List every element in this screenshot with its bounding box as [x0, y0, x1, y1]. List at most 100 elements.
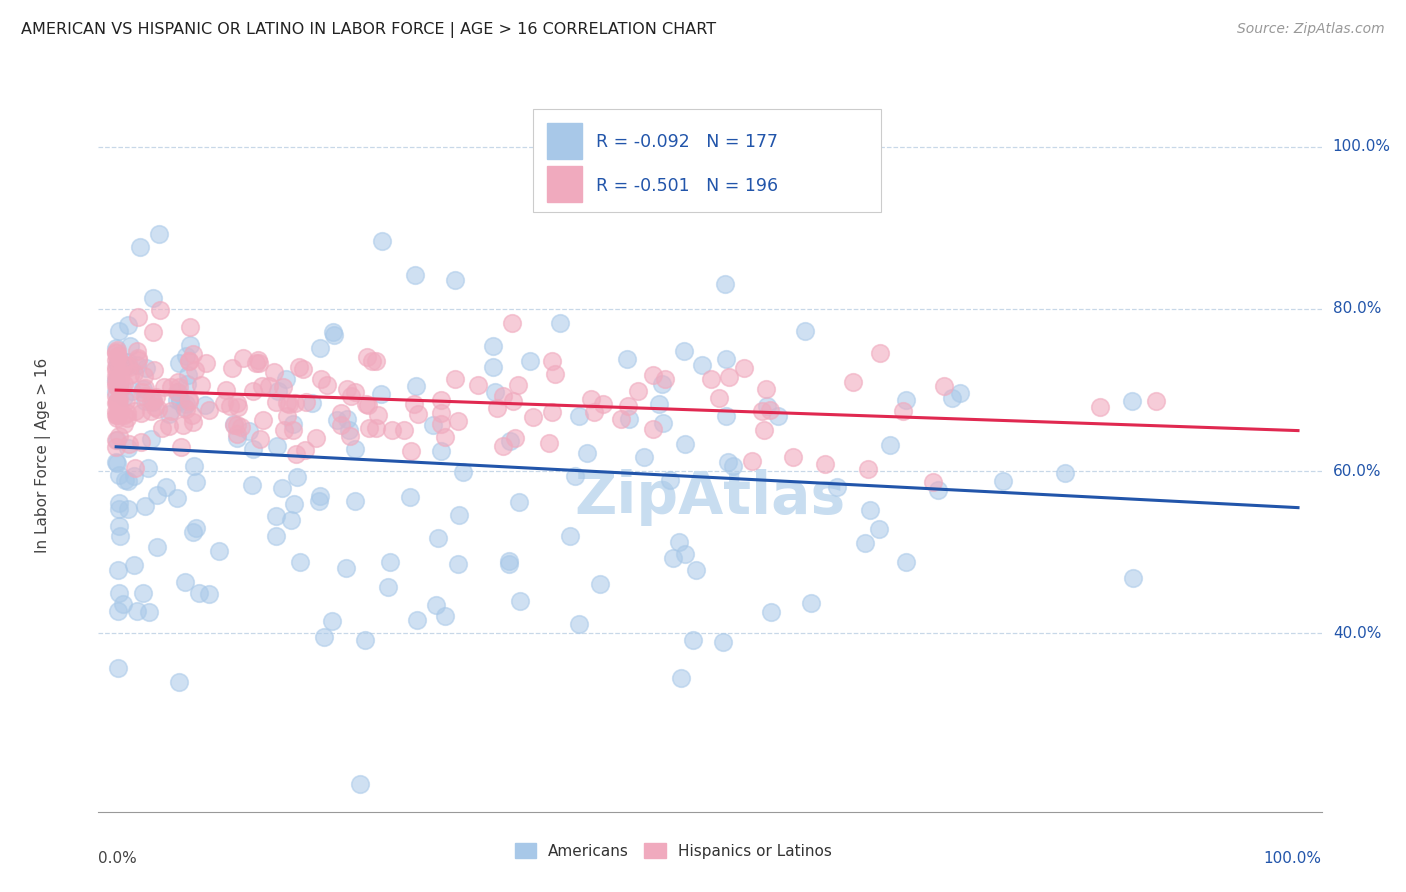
Point — [250, 379, 273, 393]
Point — [117, 474, 139, 488]
Point — [294, 395, 316, 409]
Point — [107, 378, 129, 392]
Point — [107, 563, 129, 577]
Point — [367, 408, 389, 422]
Point — [105, 363, 128, 377]
Point — [425, 598, 447, 612]
Point — [115, 358, 138, 372]
Point — [249, 432, 271, 446]
Point — [177, 368, 200, 383]
Point — [339, 429, 361, 443]
Point — [308, 489, 330, 503]
Point — [107, 349, 129, 363]
Point — [356, 350, 378, 364]
Point — [186, 521, 208, 535]
Point — [105, 404, 128, 418]
Point — [932, 379, 955, 393]
Point — [169, 393, 191, 408]
Point — [669, 671, 692, 685]
Point — [226, 418, 249, 433]
Point — [568, 616, 591, 631]
Point — [115, 359, 138, 374]
Point — [366, 421, 388, 435]
Point — [105, 345, 128, 359]
Point — [336, 382, 359, 396]
Point — [186, 475, 208, 490]
Point — [257, 378, 280, 392]
Point — [922, 475, 945, 489]
Point — [673, 437, 696, 451]
Point — [105, 368, 128, 383]
Point — [105, 360, 128, 375]
Point — [700, 372, 723, 386]
FancyBboxPatch shape — [547, 123, 582, 159]
Point — [132, 586, 155, 600]
Point — [422, 418, 444, 433]
Point — [112, 390, 135, 404]
Point — [503, 431, 526, 445]
Text: 60.0%: 60.0% — [1333, 464, 1381, 479]
Point — [105, 433, 128, 447]
Point — [118, 437, 141, 451]
Point — [301, 396, 323, 410]
Point — [592, 397, 614, 411]
Point — [247, 353, 270, 368]
Point — [179, 394, 201, 409]
Point — [305, 431, 328, 445]
Point — [370, 234, 392, 248]
Point — [447, 414, 470, 428]
Point — [344, 494, 367, 508]
Point — [430, 406, 453, 420]
Point — [484, 385, 506, 400]
Text: 40.0%: 40.0% — [1333, 626, 1381, 640]
Point — [108, 371, 131, 385]
Point — [105, 377, 128, 392]
Point — [107, 468, 129, 483]
Point — [134, 393, 156, 408]
Point — [105, 408, 128, 422]
Point — [467, 377, 489, 392]
Point — [108, 379, 131, 393]
Point — [229, 419, 252, 434]
Point — [105, 433, 128, 447]
Point — [118, 359, 141, 374]
Point — [125, 358, 148, 372]
Point — [122, 367, 145, 381]
Point — [107, 604, 129, 618]
Point — [309, 372, 332, 386]
Point — [356, 397, 378, 411]
Point — [567, 409, 589, 423]
Point — [152, 421, 174, 435]
Text: ZipAtlas: ZipAtlas — [575, 469, 845, 526]
Point — [668, 534, 690, 549]
Point — [153, 380, 176, 394]
Point — [430, 444, 453, 458]
Point — [361, 354, 384, 368]
Point — [264, 394, 287, 409]
Point — [492, 439, 515, 453]
Point — [402, 397, 425, 411]
FancyBboxPatch shape — [533, 109, 882, 212]
Point — [408, 407, 430, 421]
Point — [105, 455, 128, 469]
Point — [492, 389, 515, 403]
Point — [859, 503, 882, 517]
Point — [643, 421, 665, 435]
Point — [894, 392, 917, 407]
Text: AMERICAN VS HISPANIC OR LATINO IN LABOR FORCE | AGE > 16 CORRELATION CHART: AMERICAN VS HISPANIC OR LATINO IN LABOR … — [21, 22, 716, 38]
Point — [718, 370, 741, 384]
Point — [405, 379, 427, 393]
Point — [276, 396, 298, 410]
Point — [117, 501, 139, 516]
Point — [111, 597, 134, 611]
Point — [181, 408, 204, 422]
Point — [502, 393, 524, 408]
Point — [723, 458, 745, 473]
Point — [1054, 466, 1077, 480]
Point — [733, 361, 755, 376]
Point — [105, 440, 128, 454]
Point — [197, 402, 219, 417]
Point — [108, 324, 131, 338]
Point — [115, 393, 138, 408]
Point — [159, 404, 181, 418]
